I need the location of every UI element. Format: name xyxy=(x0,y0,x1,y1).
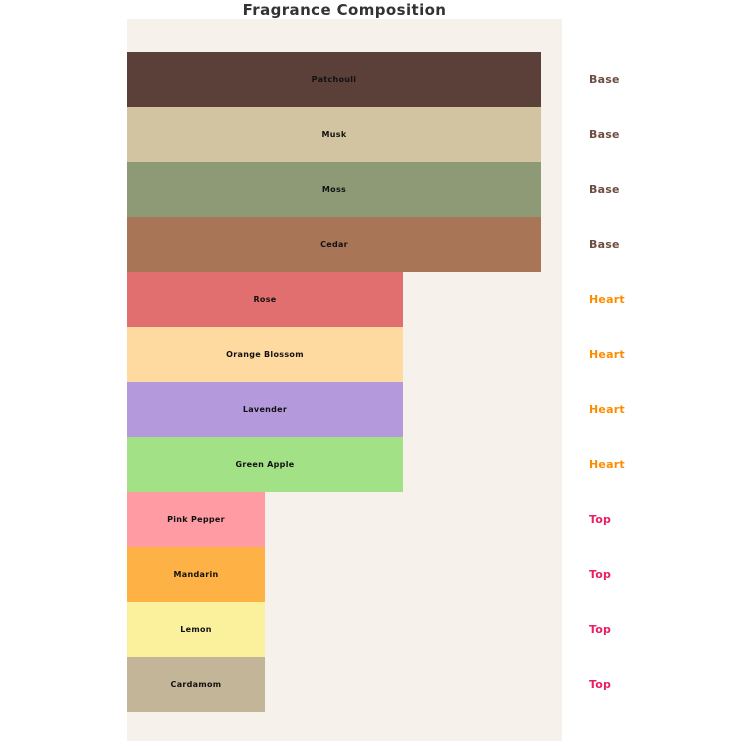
chart-title: Fragrance Composition xyxy=(242,1,447,19)
layer-label-heart: Heart xyxy=(589,458,625,471)
bar-note-label: Lemon xyxy=(180,625,212,634)
bar-lavender: Lavender xyxy=(127,382,403,437)
bar-musk: Musk xyxy=(127,107,541,162)
layer-label-heart: Heart xyxy=(589,293,625,306)
bar-cardamom: Cardamom xyxy=(127,657,265,712)
bar-note-label: Mandarin xyxy=(173,570,219,579)
bar-note-label: Green Apple xyxy=(235,460,295,469)
layer-label-top: Top xyxy=(589,513,612,526)
layer-label-top: Top xyxy=(589,568,612,581)
bar-note-label: Cardamom xyxy=(170,680,222,689)
bar-note-label: Orange Blossom xyxy=(226,350,304,359)
bar-cedar: Cedar xyxy=(127,217,541,272)
layer-label-heart: Heart xyxy=(589,403,625,416)
bar-note-label: Musk xyxy=(321,130,347,139)
bar-note-label: Lavender xyxy=(242,405,288,414)
layer-label-top: Top xyxy=(589,623,612,636)
bar-note-label: Rose xyxy=(253,295,277,304)
layer-label-base: Base xyxy=(589,183,620,196)
layer-label-heart: Heart xyxy=(589,348,625,361)
plot-area: Patchouli Musk Moss Cedar Rose Orange Blossom… xyxy=(127,19,562,741)
bar-note-label: Patchouli xyxy=(311,75,357,84)
bar-patchouli: Patchouli xyxy=(127,52,541,107)
layer-label-base: Base xyxy=(589,238,620,251)
layer-label-base: Base xyxy=(589,73,620,86)
bar-orange-blossom: Orange Blossom xyxy=(127,327,403,382)
bar-lemon: Lemon xyxy=(127,602,265,657)
layer-label-top: Top xyxy=(589,678,612,691)
bar-note-label: Moss xyxy=(321,185,347,194)
layer-label-base: Base xyxy=(589,128,620,141)
layer-labels: Base Base Base Base Heart Heart Heart Heart Top T… xyxy=(589,0,746,746)
bar-mandarin: Mandarin xyxy=(127,547,265,602)
bar-green-apple: Green Apple xyxy=(127,437,403,492)
bar-pink-pepper: Pink Pepper xyxy=(127,492,265,547)
bar-note-label: Pink Pepper xyxy=(167,515,225,524)
bar-rose: Rose xyxy=(127,272,403,327)
bar-moss: Moss xyxy=(127,162,541,217)
bar-note-label: Cedar xyxy=(320,240,348,249)
